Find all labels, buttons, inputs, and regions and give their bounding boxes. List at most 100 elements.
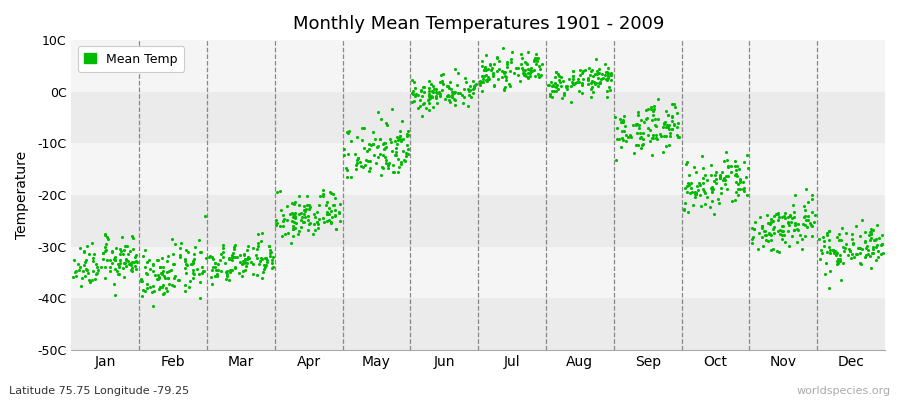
Point — [612, 135, 626, 142]
Point — [783, 212, 797, 218]
Point — [486, 72, 500, 79]
Point — [667, 121, 681, 128]
Point — [156, 282, 170, 288]
Point — [206, 256, 220, 262]
Point — [805, 192, 819, 198]
Point — [761, 230, 776, 236]
Point — [733, 166, 747, 172]
Point — [280, 217, 294, 224]
Point — [529, 61, 544, 67]
Point — [651, 96, 665, 102]
Point — [338, 146, 352, 152]
Point — [293, 217, 308, 224]
Point — [114, 248, 129, 254]
Point — [832, 260, 846, 266]
Point — [631, 109, 645, 116]
Point — [475, 88, 490, 94]
Point — [797, 213, 812, 220]
Point — [850, 223, 864, 230]
Point — [572, 79, 587, 85]
Point — [420, 97, 435, 103]
Point — [643, 127, 657, 133]
Point — [115, 265, 130, 271]
Point — [79, 266, 94, 272]
Point — [734, 179, 748, 186]
Point — [829, 249, 843, 255]
Point — [85, 240, 99, 246]
Point — [843, 255, 858, 261]
Point — [68, 272, 83, 279]
Point — [311, 202, 326, 208]
Point — [213, 251, 228, 257]
Point — [302, 204, 317, 210]
Point — [216, 254, 230, 260]
Point — [362, 146, 376, 152]
Point — [301, 227, 315, 234]
Point — [68, 269, 82, 275]
Point — [656, 133, 670, 139]
Point — [529, 57, 544, 64]
Point — [264, 249, 278, 255]
Point — [156, 268, 170, 274]
Point — [422, 106, 436, 113]
Point — [576, 76, 590, 82]
Point — [297, 214, 311, 220]
Point — [323, 219, 338, 225]
Point — [355, 125, 369, 132]
Point — [325, 214, 339, 220]
Point — [690, 187, 705, 194]
Point — [795, 236, 809, 242]
Point — [153, 264, 167, 270]
Point — [763, 236, 778, 243]
Point — [529, 51, 544, 58]
Point — [160, 252, 175, 259]
Point — [827, 250, 842, 256]
Point — [202, 254, 216, 261]
Point — [326, 202, 340, 208]
Point — [228, 265, 242, 271]
Point — [684, 180, 698, 186]
Point — [553, 79, 567, 86]
Point — [604, 72, 618, 79]
Point — [583, 68, 598, 75]
Point — [592, 80, 607, 86]
Point — [400, 151, 415, 158]
Point — [807, 212, 822, 218]
Point — [842, 245, 857, 252]
Point — [759, 232, 773, 238]
Point — [636, 140, 651, 147]
Point — [408, 93, 422, 100]
Point — [275, 218, 290, 224]
Point — [499, 77, 513, 84]
Point — [555, 95, 570, 101]
Point — [571, 76, 585, 83]
Point — [126, 246, 140, 252]
Point — [866, 227, 880, 233]
Point — [118, 243, 132, 249]
Point — [236, 258, 250, 264]
Point — [364, 164, 378, 171]
Point — [479, 77, 493, 84]
Point — [108, 257, 122, 264]
Point — [500, 59, 515, 66]
Point — [286, 223, 301, 230]
Point — [302, 202, 317, 208]
Point — [600, 75, 615, 81]
Point — [600, 93, 615, 100]
Point — [207, 264, 221, 270]
Point — [476, 76, 491, 83]
Point — [155, 284, 169, 290]
Point — [719, 173, 733, 179]
Point — [413, 96, 428, 103]
Point — [797, 222, 812, 228]
Point — [367, 136, 382, 142]
Point — [713, 175, 727, 182]
Point — [128, 254, 142, 260]
Point — [302, 216, 316, 223]
Point — [129, 266, 143, 272]
Point — [103, 264, 117, 270]
Point — [292, 192, 306, 199]
Point — [475, 79, 490, 85]
Point — [112, 260, 127, 266]
Point — [523, 67, 537, 73]
